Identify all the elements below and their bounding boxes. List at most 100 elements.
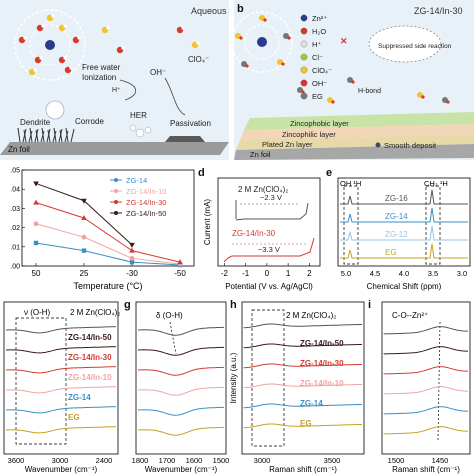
- series-label: EG: [300, 419, 312, 428]
- data-point: [81, 248, 87, 253]
- data-point: [33, 221, 39, 227]
- series-label: ZG-14/In-50: [300, 339, 344, 348]
- spectrum-trace: [137, 406, 224, 416]
- x-tick-label: 0: [265, 269, 270, 278]
- series-line: [35, 223, 181, 265]
- zincophilic-layer: [240, 124, 474, 140]
- x-tick-label: 3600: [8, 456, 25, 465]
- panel-f: ν (O-H) 2 M Zn(ClO₄)₂ ZG-14/In-50ZG-14/I…: [3, 301, 120, 474]
- spectrum-trace: [243, 423, 363, 429]
- molecule-h-icon: [77, 36, 81, 40]
- x-tick-label: 3500: [324, 456, 341, 465]
- panel-f-series-labels: ZG-14/In-50 ZG-14/In-30 ZG-14/In-10 ZG-14 EG: [68, 333, 112, 422]
- x-tick-label: 3.0: [457, 269, 467, 278]
- dendrite-spike: [23, 129, 27, 143]
- panel-e: e OH ¹H CH₂ ¹H ZG-16 ZG-14 ZG-12 EG 5.0 4.5 4…: [326, 167, 471, 291]
- series-label: EG: [68, 413, 80, 422]
- data-point: [33, 199, 39, 205]
- x-tick-label: 4.5: [370, 269, 380, 278]
- molecule-o-icon: [245, 64, 249, 68]
- legend-label: ZG-14/In-50: [126, 209, 166, 218]
- zincophobic-label: Zincophobic layer: [290, 119, 349, 128]
- legend-label: ZG-14/In-10: [126, 187, 166, 196]
- panel-g-annotation: δ (O-H): [156, 311, 183, 320]
- panel-h-xlabel: Raman shift (cm⁻¹): [269, 465, 337, 474]
- x-tick-label: 1800: [132, 456, 149, 465]
- y-tick-label: .00: [10, 264, 20, 271]
- zn-foil-plate: [234, 144, 474, 160]
- solvation-shell-inner: [244, 24, 280, 60]
- zincophilic-label: Zincophilic layer: [282, 130, 336, 139]
- panel-c-legend: ZG-14 ZG-14/In-10 ZG-14/In-30 ZG-14/In-50: [110, 176, 166, 218]
- panel-h-ylabel: Intensity (a.u.): [229, 352, 238, 403]
- plated-zn-layer: [236, 134, 474, 150]
- panel-g-x-ticks: 1800 1700 1600 1500: [132, 456, 230, 465]
- data-point: [81, 198, 87, 204]
- panel-e-letter: e: [326, 167, 332, 179]
- panel-d-series-1-line: [235, 202, 309, 221]
- spectrum-trace: [137, 326, 224, 336]
- x-tick-label: -30: [126, 269, 138, 278]
- molecule-h-icon: [39, 56, 43, 60]
- zn-foil-label: Zn foil: [250, 150, 271, 159]
- molecule-o-icon: [446, 100, 450, 104]
- y-tick-label: .01: [10, 244, 20, 251]
- panel-a-header: Aqueous: [191, 6, 227, 16]
- molecule-h-icon: [69, 66, 73, 70]
- dendrite-spike: [53, 127, 57, 143]
- ionization-arrow: [119, 79, 137, 101]
- x-tick-label: 2: [307, 269, 312, 278]
- dendrite-spike: [28, 130, 33, 143]
- panel-i: i C-O--Zn²⁺ 1500 1450 Raman shift (cm⁻¹): [368, 299, 471, 474]
- panel-i-peak-guide: [437, 321, 441, 441]
- y-tick-label: .05: [10, 168, 20, 175]
- plated-label: Plated Zn layer: [262, 140, 313, 149]
- panel-c-xlabel: Temperature (°C): [73, 281, 142, 291]
- spectrum-trace: [5, 366, 117, 374]
- series-label: ZG-16: [385, 194, 408, 203]
- series-label: ZG-14/In-30: [300, 359, 344, 368]
- spectrum-trace: [5, 406, 117, 414]
- panel-a: Aqueous Free water Ionization OH⁻ ClO₄⁻ …: [0, 0, 229, 160]
- legend-swatch: [300, 92, 308, 100]
- legend-swatch: [300, 79, 308, 87]
- suppressed-label: Suppressed side reaction: [378, 43, 452, 50]
- spectrum-trace: [5, 426, 117, 434]
- dendrite-spike: [29, 127, 33, 143]
- panel-f-xlabel: Wavenumber (cm⁻¹): [25, 465, 98, 474]
- panel-i-axes: [381, 301, 471, 455]
- panel-i-series: [383, 326, 469, 435]
- her-label: HER: [130, 111, 147, 120]
- h2-bubble-icon: [129, 124, 137, 132]
- ionization-label: Ionization: [82, 73, 116, 82]
- y-tick-label: .02: [10, 225, 20, 232]
- x-tick-label: 1500: [213, 456, 230, 465]
- panel-g-axes: [135, 301, 227, 455]
- legend-label: OH⁻: [312, 79, 327, 88]
- series-label: ZG-14/In-10: [300, 379, 344, 388]
- molecule-o-icon: [239, 36, 243, 40]
- x-tick-label: -2: [221, 269, 229, 278]
- molecule-h-icon: [106, 26, 110, 30]
- oh-label: OH⁻: [150, 68, 166, 77]
- molecule-h-icon: [63, 56, 67, 60]
- panel-i-annotation: C-O--Zn²⁺: [392, 311, 428, 320]
- solvation-molecules: [235, 15, 450, 104]
- smooth-label: Smooth deposit: [384, 141, 437, 150]
- x-tick-label: 50: [32, 269, 41, 278]
- series-label: ZG-14/In-30: [68, 353, 112, 362]
- molecule-o-icon: [287, 36, 291, 40]
- panel-c-axes: [21, 169, 195, 267]
- panel-h-series-title: 2 M Zn(ClO₄)₂: [286, 311, 336, 320]
- x-tick-label: 4.0: [399, 269, 409, 278]
- panel-d-axes: [217, 177, 321, 267]
- molecule-h-icon: [121, 46, 125, 50]
- panel-d-x-ticks: -2 -1 0 1 2: [221, 263, 312, 278]
- panel-e-series: ZG-16 ZG-14 ZG-12 EG: [340, 189, 468, 259]
- ionization-bubble: [45, 100, 65, 120]
- data-point: [129, 247, 135, 253]
- dendrite-spike: [52, 130, 57, 143]
- panel-c-series: [33, 181, 183, 268]
